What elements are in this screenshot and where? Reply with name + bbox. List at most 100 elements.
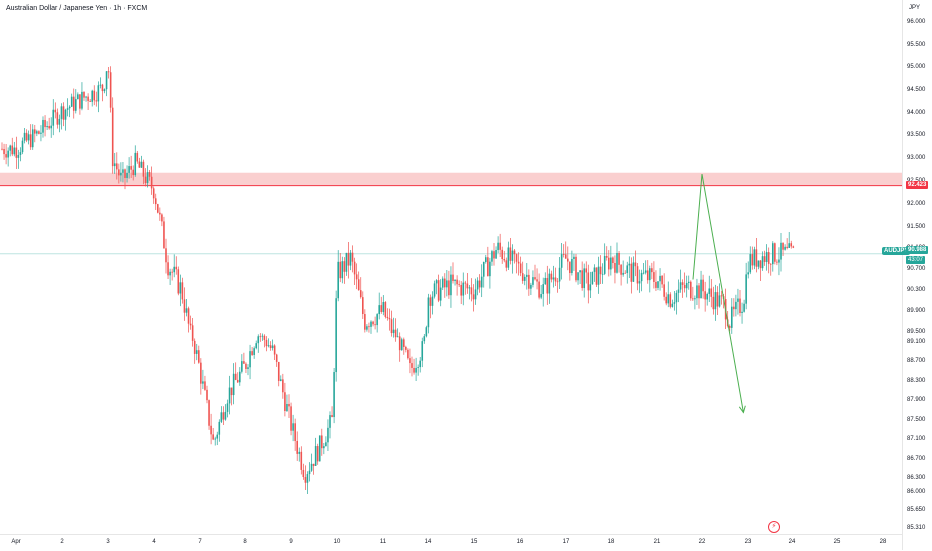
candle-body	[460, 284, 462, 296]
candle-body	[318, 435, 321, 462]
lightning-icon[interactable]: ⚡	[768, 521, 780, 533]
candlestick-chart[interactable]	[0, 0, 902, 534]
candle-body	[163, 221, 165, 249]
price-tick-label: 90.700	[907, 266, 926, 272]
candle-body	[745, 274, 747, 304]
price-tick-label: 87.100	[907, 436, 926, 442]
candle-body	[17, 154, 20, 158]
candle-body	[552, 277, 555, 280]
candle-body	[138, 161, 141, 168]
candle-body	[790, 243, 793, 247]
candle-body	[11, 145, 14, 155]
candle-body	[34, 129, 36, 134]
price-tick-label: 91.500	[907, 224, 926, 230]
candle-body	[27, 134, 30, 141]
candle-body	[597, 266, 600, 285]
candle-body	[464, 282, 467, 284]
candle-body	[202, 381, 204, 384]
chart-canvas[interactable]: Australian Dollar / Japanese Yen · 1h · …	[0, 0, 902, 534]
candle-body	[337, 261, 339, 299]
candle-body	[452, 274, 454, 282]
candle-body	[48, 126, 50, 129]
candle-body	[265, 339, 268, 347]
candle-body	[661, 275, 663, 285]
candle-body	[386, 316, 389, 319]
candle-body	[581, 270, 583, 289]
candle-body	[444, 278, 446, 288]
candle-body	[538, 281, 540, 298]
candle-body	[474, 289, 477, 300]
candle-body	[528, 274, 530, 289]
projection-arrow	[692, 174, 744, 413]
time-axis[interactable]: Apr 2 3 4 7 8 9 10 11 14 15 16 17 18 21 22 23 24 25 28	[0, 534, 902, 551]
candle-body	[620, 264, 622, 275]
candle-body	[718, 295, 721, 307]
candle-body	[708, 288, 711, 294]
candle-body	[681, 282, 684, 285]
candle-body	[780, 242, 782, 260]
candle-body	[378, 305, 380, 315]
candle-body	[601, 273, 604, 275]
candle-body	[288, 403, 290, 407]
candle-body	[603, 255, 606, 274]
candle-body	[573, 256, 575, 260]
candle-body	[784, 246, 786, 250]
candle-body	[550, 273, 553, 280]
candle-body	[554, 277, 557, 282]
candle-body	[663, 284, 665, 297]
price-axis[interactable]: JPY 96.000 95.500 95.000 94.500 94.000 93.500…	[902, 0, 932, 550]
candle-body	[359, 290, 362, 298]
candle-body	[257, 336, 260, 344]
candle-body	[712, 296, 715, 310]
candle-body	[694, 298, 696, 300]
candle-body	[454, 279, 456, 282]
candle-body	[144, 176, 147, 183]
candle-body	[456, 279, 458, 285]
candle-body	[575, 256, 577, 281]
last-price-tag: 90.988	[906, 246, 929, 254]
candle-body	[234, 373, 237, 380]
candle-body	[218, 421, 221, 435]
candle-body	[468, 287, 471, 289]
candle-body	[564, 254, 567, 259]
candle-body	[532, 277, 534, 285]
candle-body	[241, 361, 243, 372]
candle-body	[122, 169, 124, 173]
candle-body	[747, 272, 749, 275]
candle-body	[591, 271, 594, 285]
candle-body	[388, 318, 391, 320]
candle-body	[733, 306, 735, 310]
time-tick-label: 14	[424, 539, 432, 545]
candle-body	[97, 85, 100, 102]
candle-body	[216, 434, 219, 439]
candle-body	[526, 274, 528, 277]
candle-body	[165, 248, 167, 263]
price-tick-label: 95.500	[907, 42, 926, 48]
candle-body	[542, 284, 544, 295]
candle-body	[431, 296, 434, 306]
candle-body	[154, 198, 157, 205]
candle-body	[380, 305, 383, 312]
candle-body	[370, 321, 372, 327]
time-tick-label: 22	[698, 539, 706, 545]
candle-body	[437, 280, 440, 301]
candle-body	[200, 362, 202, 384]
time-tick-label: 11	[379, 539, 387, 545]
candle-body	[321, 435, 323, 449]
candle-body	[64, 109, 67, 120]
candle-body	[767, 252, 770, 264]
candle-body	[769, 263, 772, 265]
candle-body	[15, 147, 18, 158]
candle-body	[44, 119, 46, 128]
candle-body	[673, 302, 676, 304]
candle-body	[95, 100, 98, 102]
candle-body	[109, 72, 112, 108]
candle-body	[599, 266, 602, 275]
candle-body	[398, 336, 401, 351]
candle-body	[152, 188, 155, 199]
candle-body	[357, 279, 360, 291]
candle-body	[651, 268, 653, 273]
candle-body	[171, 271, 173, 273]
countdown-tag: 43:07	[906, 256, 926, 264]
time-tick-label: 8	[243, 539, 247, 545]
